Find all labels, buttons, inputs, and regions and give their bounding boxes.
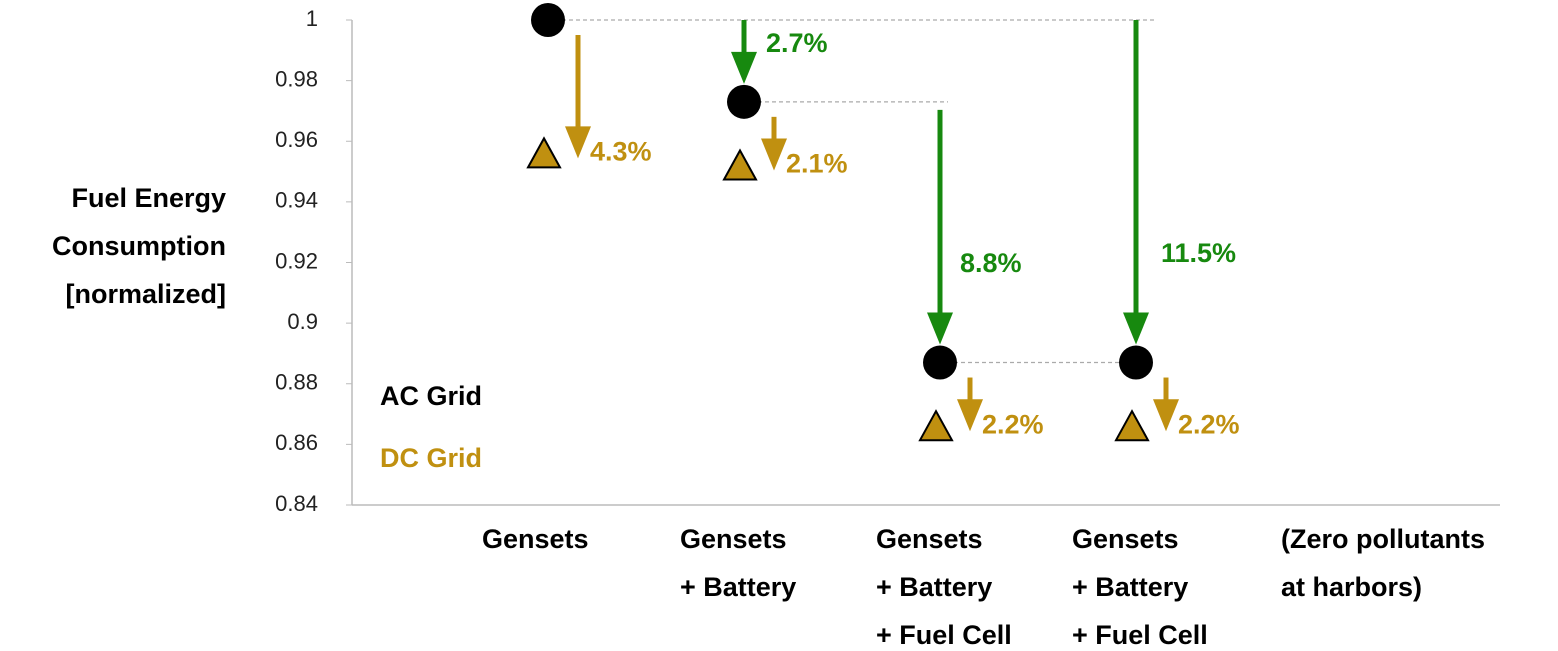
dc-point — [1114, 409, 1150, 442]
x-tick-label: Gensets — [876, 524, 983, 554]
arrow-head — [1123, 312, 1149, 345]
y-tick-label: 0.98 — [275, 66, 318, 91]
x-tick-label: + Fuel Cell — [1072, 620, 1208, 650]
y-tick-label: 0.92 — [275, 248, 318, 273]
hybrid-reduction-label: 2.7% — [766, 28, 828, 58]
hybrid-reduction-label: 11.5% — [1161, 238, 1236, 268]
x-tick-label: + Fuel Cell — [876, 620, 1012, 650]
arrow-head — [565, 126, 591, 159]
dc-point — [722, 148, 758, 181]
x-tick-label: Gensets — [680, 524, 787, 554]
y-tick-label: 0.84 — [275, 491, 318, 516]
x-tick-label: + Battery — [1072, 572, 1188, 602]
x-tick-label: + Battery — [876, 572, 992, 602]
y-tick-label: 1 — [306, 6, 318, 31]
arrow-head — [731, 51, 757, 84]
dc-reduction-label: 2.2% — [982, 409, 1044, 439]
legend-entry: DC Grid — [380, 443, 482, 473]
x-tick-label: + Battery — [680, 572, 796, 602]
arrow-head — [761, 138, 787, 171]
y-tick-label: 0.94 — [275, 188, 318, 213]
y-tick-label: 0.96 — [275, 127, 318, 152]
note: at harbors) — [1281, 572, 1422, 602]
y-axis-label: Fuel Energy — [71, 183, 226, 213]
y-tick-label: 0.86 — [275, 430, 318, 455]
arrow-head — [1153, 399, 1179, 432]
dc-reduction-label: 2.2% — [1178, 409, 1240, 439]
arrow-head — [927, 312, 953, 345]
dc-point — [526, 136, 562, 169]
ac-point — [531, 3, 565, 37]
x-tick-label: Gensets — [1072, 524, 1179, 554]
y-tick-label: 0.9 — [287, 309, 318, 334]
dc-point — [918, 409, 954, 442]
dc-reduction-label: 2.1% — [786, 149, 848, 179]
note: (Zero pollutants — [1281, 524, 1485, 554]
y-axis-label: [normalized] — [65, 279, 226, 309]
y-tick-label: 0.88 — [275, 370, 318, 395]
arrow-head — [957, 399, 983, 432]
y-axis-label: Consumption — [52, 231, 226, 261]
dc-reduction-label: 4.3% — [590, 137, 652, 167]
legend-entry: AC Grid — [380, 381, 482, 411]
ac-point — [923, 345, 957, 380]
ac-point — [727, 84, 761, 119]
ac-point — [1119, 345, 1153, 380]
x-tick-label: Gensets — [482, 524, 589, 554]
hybrid-reduction-label: 8.8% — [960, 248, 1022, 278]
